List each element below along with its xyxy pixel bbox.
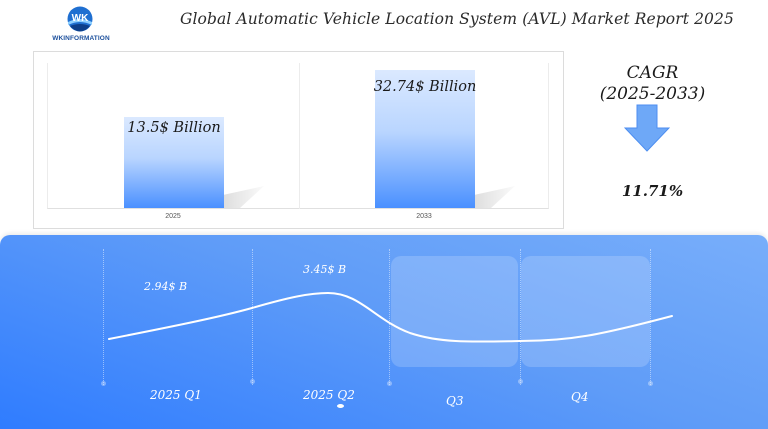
cagr-period: (2025-2033) (599, 84, 706, 104)
cagr-value: 11.71% (621, 182, 684, 200)
q4-label: Q4 (571, 390, 589, 404)
gridline-dot (387, 381, 392, 386)
x-tick-2025: 2025 (165, 213, 181, 220)
bar-shadow (475, 186, 515, 208)
globe-logo-icon: WK (67, 6, 93, 32)
active-quarter-indicator (337, 404, 344, 408)
q3-label: Q3 (446, 394, 464, 408)
bar-label-2025: 13.5$ Billion (127, 120, 221, 136)
trend-line (108, 291, 673, 343)
q1-value: 2.94$ B (144, 280, 188, 293)
logo-text: WKINFORMATION (52, 35, 110, 42)
cagr-label: CAGR (626, 63, 679, 83)
bar-shadow (224, 186, 264, 208)
bar-label-2033: 32.74$ Billion (373, 79, 477, 95)
cagr-title: CAGR (2025-2033) (585, 63, 720, 105)
gridline-dot (101, 381, 106, 386)
svg-text:WK: WK (72, 13, 89, 24)
bar-2033 (375, 70, 475, 208)
gridline-dot (518, 379, 523, 384)
gridline-dot (250, 379, 255, 384)
bar-2025 (124, 117, 224, 208)
q1-label: 2025 Q1 (150, 388, 202, 402)
q2-value: 3.45$ B (303, 263, 347, 276)
q3-placeholder-box (391, 256, 518, 367)
x-tick-2033: 2033 (416, 213, 432, 220)
gridline (650, 249, 651, 385)
q2-label: 2025 Q2 (303, 388, 355, 402)
gridline (252, 249, 253, 385)
gridline (103, 249, 104, 385)
q4-placeholder-box (521, 256, 650, 367)
gridline (520, 249, 521, 385)
gridline-dot (648, 381, 653, 386)
market-size-bar-chart: 13.5$ Billion 32.74$ Billion 2025 2033 (33, 51, 564, 229)
arrow-down-icon (624, 104, 670, 152)
quarterly-panel: 2.94$ B 3.45$ B 2025 Q1 2025 Q2 Q3 Q4 (0, 235, 768, 429)
page-title: Global Automatic Vehicle Location System… (180, 10, 734, 28)
gridline (389, 249, 390, 385)
wkinformation-logo: WK WKINFORMATION (46, 5, 116, 45)
plot-area: 13.5$ Billion 32.74$ Billion (47, 63, 549, 209)
category-divider (299, 63, 300, 209)
